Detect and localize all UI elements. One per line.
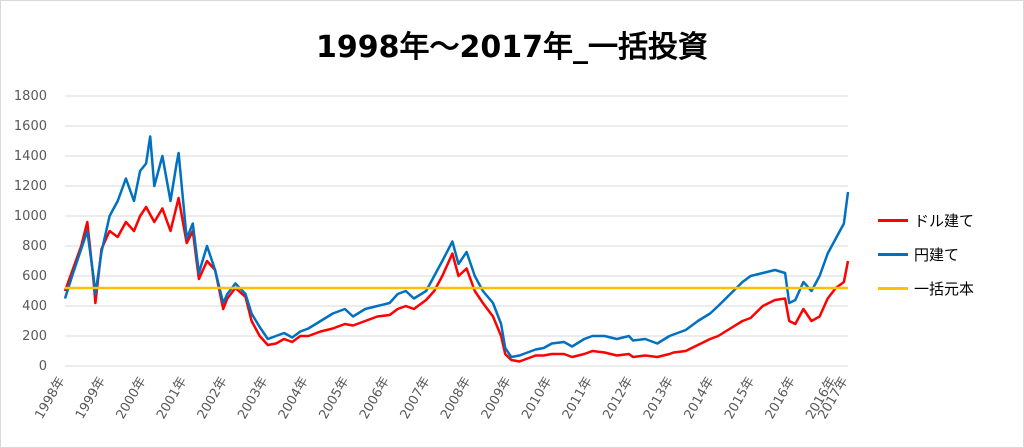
x-tick-label: 2013年 [641,375,677,422]
series-line-1 [63,196,850,363]
chart-title: 1998年〜2017年_一括投資 [316,30,708,65]
x-tick-label: 2009年 [479,374,515,421]
x-tick-label: 2006年 [357,375,393,422]
x-tick-label: 2016年 [763,375,799,422]
x-tick-label: 2014年 [682,375,718,422]
y-tick-label: 800 [22,239,47,254]
series-line-2 [63,135,850,359]
legend-item: ドル建て [878,210,974,230]
x-tick-label: 2003年 [235,375,271,422]
x-tick-label: 2004年 [276,375,312,422]
x-tick-label: 2010年 [519,375,555,422]
legend-item: 一括元本 [878,278,974,298]
y-tick-label: 1800 [14,89,47,104]
x-tick-label: 2015年 [722,375,758,422]
y-tick-label: 1200 [14,179,47,194]
legend-label: 一括元本 [914,279,975,298]
legend-swatch [878,252,908,256]
x-tick-label: 1998年 [32,375,68,422]
x-tick-label: 2011年 [560,375,596,422]
y-tick-label: 1000 [14,209,47,224]
y-tick-label: 1600 [14,119,47,134]
x-tick-label: 2001年 [154,375,190,422]
legend-item: 円建て [878,244,974,264]
legend-swatch [878,286,908,290]
x-axis-tick-labels: 1998年 1999年 2000年 2001年 2002年 2003年 2004年 2005年… [32,374,851,421]
y-axis-tick-labels: 0 200 400 600 800 1000 1200 1400 1600 1800 [14,89,47,374]
x-tick-label: 2012年 [600,375,636,422]
x-tick-label: 1999年 [73,375,109,422]
y-tick-label: 0 [39,359,47,374]
x-tick-label: 2002年 [195,375,231,422]
legend-label: ドル建て [914,211,975,230]
series-lines [63,135,850,363]
legend: ドル建て円建て一括元本 [878,210,974,312]
x-tick-label: 2000年 [114,375,150,422]
y-tick-label: 400 [22,299,47,314]
x-tick-label: 2005年 [316,375,352,422]
y-tick-label: 1400 [14,149,47,164]
y-tick-label: 600 [22,269,47,284]
legend-label: 円建て [914,245,960,264]
legend-swatch [878,218,908,222]
gridlines [65,95,848,367]
x-tick-label: 2007年 [398,375,434,422]
y-tick-label: 200 [22,329,47,344]
x-tick-label: 2008年 [438,374,474,421]
